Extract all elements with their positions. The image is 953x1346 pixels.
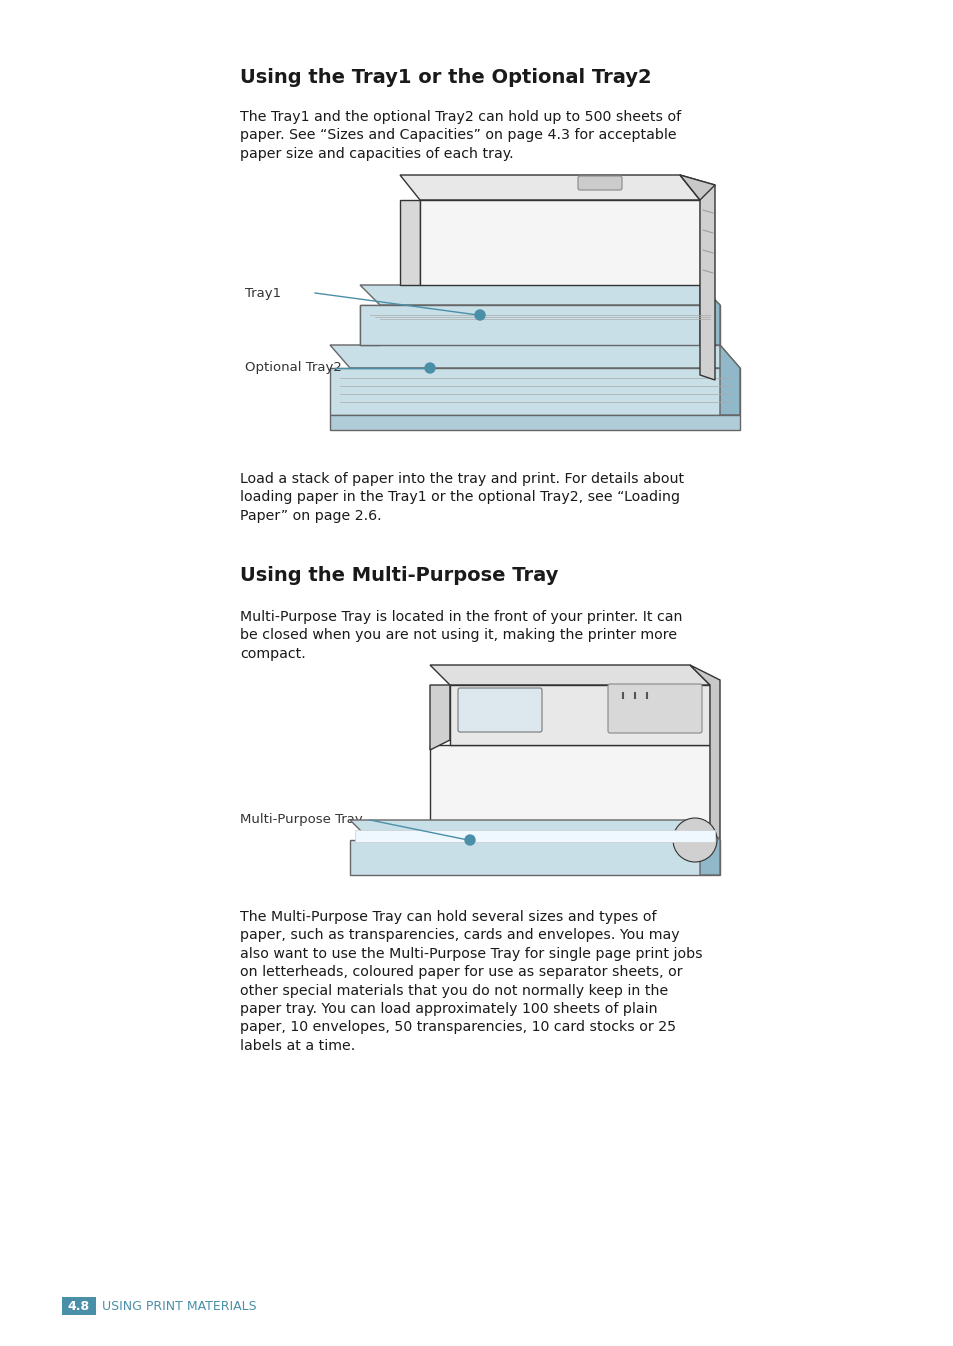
Text: Using the Tray1 or the Optional Tray2: Using the Tray1 or the Optional Tray2 — [240, 69, 651, 87]
Text: 4.8: 4.8 — [68, 1299, 90, 1312]
Polygon shape — [700, 285, 720, 345]
Polygon shape — [359, 306, 379, 345]
Polygon shape — [450, 685, 709, 744]
Polygon shape — [399, 201, 419, 285]
Polygon shape — [359, 285, 720, 306]
Polygon shape — [679, 175, 714, 201]
Polygon shape — [430, 685, 450, 750]
Text: Load a stack of paper into the tray and print. For details about
loading paper i: Load a stack of paper into the tray and … — [240, 472, 683, 522]
FancyBboxPatch shape — [62, 1298, 96, 1315]
Polygon shape — [330, 367, 740, 415]
Polygon shape — [430, 744, 709, 870]
Polygon shape — [355, 830, 714, 843]
Text: Using the Multi-Purpose Tray: Using the Multi-Purpose Tray — [240, 567, 558, 586]
Text: Multi-Purpose Tray: Multi-Purpose Tray — [240, 813, 362, 826]
Polygon shape — [430, 665, 709, 685]
Circle shape — [464, 835, 475, 845]
FancyBboxPatch shape — [578, 176, 621, 190]
Polygon shape — [350, 820, 720, 840]
FancyBboxPatch shape — [607, 684, 701, 734]
Text: The Multi-Purpose Tray can hold several sizes and types of
paper, such as transp: The Multi-Purpose Tray can hold several … — [240, 910, 702, 1053]
Polygon shape — [399, 175, 700, 201]
Polygon shape — [419, 201, 700, 285]
Polygon shape — [330, 345, 740, 367]
Circle shape — [475, 310, 484, 320]
Polygon shape — [679, 175, 714, 380]
Text: Optional Tray2: Optional Tray2 — [245, 362, 341, 374]
Circle shape — [424, 363, 435, 373]
Polygon shape — [689, 665, 720, 870]
FancyBboxPatch shape — [457, 688, 541, 732]
Text: Tray1: Tray1 — [245, 287, 281, 300]
Polygon shape — [359, 306, 720, 345]
Polygon shape — [350, 840, 720, 875]
Text: USING PRINT MATERIALS: USING PRINT MATERIALS — [102, 1299, 256, 1312]
Polygon shape — [720, 345, 740, 415]
Text: The Tray1 and the optional Tray2 can hold up to 500 sheets of
paper. See “Sizes : The Tray1 and the optional Tray2 can hol… — [240, 110, 680, 160]
Circle shape — [672, 818, 717, 861]
Polygon shape — [330, 415, 740, 429]
Text: Multi-Purpose Tray is located in the front of your printer. It can
be closed whe: Multi-Purpose Tray is located in the fro… — [240, 610, 681, 661]
Polygon shape — [700, 820, 720, 875]
